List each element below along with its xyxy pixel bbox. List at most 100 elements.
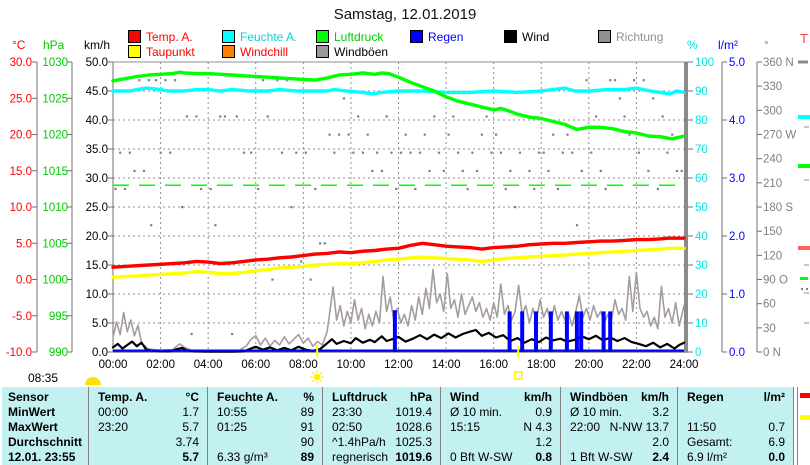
wind-direction-dots (114, 79, 683, 336)
row-label: 12.01. 23:55 (8, 449, 76, 464)
svg-text:60: 60 (695, 173, 708, 185)
svg-text:60: 60 (763, 299, 776, 311)
svg-text:90: 90 (695, 86, 708, 98)
unit-label-5: ° (764, 38, 769, 52)
table-column-separator (797, 387, 798, 465)
table-cell: 22:00 N-NW 13.7 (570, 419, 669, 434)
legend-label: Luftdruck (334, 29, 384, 44)
weather-chart: 30.025.020.015.010.05.00.0-5.0-10.010301… (6, 57, 810, 384)
x-tick-label: 20:00 (574, 359, 603, 371)
series-Luftdruck (111, 70, 686, 141)
svg-text:30.0: 30.0 (86, 173, 108, 185)
svg-text:1005: 1005 (42, 238, 68, 250)
legend-label: Taupunkt (146, 44, 195, 59)
legend-label: Windchill (240, 44, 289, 59)
table-cell: 2.0 (652, 434, 669, 449)
svg-text:1.0: 1.0 (729, 289, 745, 301)
svg-text:20: 20 (695, 289, 708, 301)
table-column-separator (560, 387, 561, 465)
table-cell: Ø 10 min. 0.9 (450, 404, 552, 419)
svg-text:50.0: 50.0 (86, 57, 108, 69)
plot-right-border (684, 62, 688, 352)
x-tick-label: 02:00 (146, 359, 175, 371)
svg-text:1020: 1020 (42, 130, 68, 142)
svg-text:990: 990 (49, 347, 68, 359)
legend-swatch-icon (504, 30, 517, 43)
x-tick-label: 24:00 (670, 359, 699, 371)
table-cell: 90 (300, 434, 314, 449)
unit-label-0: °C (12, 38, 26, 52)
table-column-separator (440, 387, 441, 465)
row-label: MaxWert (8, 419, 58, 434)
legend-item-Taupunkt: Taupunkt (128, 44, 195, 59)
cutoff-yellow-bar (800, 415, 810, 420)
table-header-cell: Sensor (8, 389, 49, 404)
table-cell: 02:50 1028.6 (332, 419, 432, 434)
stats-table: Sensor Temp. A. °C Feuchte A.% Luftdruck hPa W… (0, 387, 810, 465)
legend-item-Temp. A.: Temp. A. (128, 30, 193, 44)
legend-item-Windchill: Windchill (222, 44, 289, 59)
table-row-MinWert: MinWert 00:00 1.7 10:55 89 23:30 1019.4 Ø 10 mi… (2, 404, 793, 419)
axis-windspeed: 50.0 45.0 40.0 35.0 30.0 25.0 20.0 15.0 10.0 5.0 0… (86, 57, 113, 359)
axis-direction: 360 N 330 300 270 W 240 210 180 S 150 120 90 O 60 3… (756, 57, 796, 359)
x-tick-label: 06:00 (241, 359, 270, 371)
svg-text:20.0: 20.0 (10, 130, 32, 142)
table-cell: 1 Bft W-SW 2.4 (570, 449, 669, 464)
legend-label: Feuchte A. (240, 29, 298, 44)
legend-swatch-icon (316, 45, 329, 58)
svg-text:0.0: 0.0 (92, 347, 108, 359)
table-header-cell: Windböen km/h (570, 389, 669, 404)
table-row-Durchschnitt: Durchschnitt 3.74 90 ^1.4hPa/h 1025.3 1.2 2.0 G… (2, 434, 793, 449)
series-Taupunkt (111, 246, 686, 279)
table-cell: 3.74 (175, 434, 199, 449)
svg-text:240: 240 (763, 154, 782, 166)
x-tick-label: 22:00 (622, 359, 651, 371)
cutoff-red-bar (800, 393, 810, 398)
svg-text:0: 0 (695, 347, 701, 359)
svg-text:4.0: 4.0 (729, 115, 745, 127)
legend-swatch-icon (410, 30, 423, 43)
table-header-cell: Temp. A. °C (98, 389, 199, 404)
unit-label-4: l/m² (718, 38, 738, 52)
svg-text:2.0: 2.0 (729, 231, 745, 243)
table-cell: 1.2 (535, 434, 552, 449)
table-cell: regnerisch 1019.6 (332, 449, 432, 464)
table-cell: 23:20 5.7 (98, 419, 199, 434)
svg-text:1025: 1025 (42, 93, 68, 105)
svg-text:5.0: 5.0 (92, 318, 108, 330)
table-header-cell: Luftdruck hPa (332, 389, 432, 404)
legend-swatch-icon (222, 45, 235, 58)
unit-label-3: % (687, 38, 698, 52)
sunrise-time: 08:35 (28, 371, 59, 385)
legend-item-Regen: Regen (410, 30, 463, 44)
legend-item-Feuchte A.: Feuchte A. (222, 29, 298, 44)
row-label: Durchschnitt (8, 434, 83, 449)
legend-swatch-icon (222, 30, 235, 43)
table-cell: Ø 10 min. 3.2 (570, 404, 669, 419)
svg-text:30.0: 30.0 (10, 57, 32, 69)
table-background (2, 387, 793, 465)
axis-pressure: 1030 1025 1020 1015 1010 1005 1000 995 990 (42, 57, 73, 359)
legend-label: Wind (522, 29, 550, 44)
svg-text:5.0: 5.0 (16, 238, 32, 250)
svg-text:10: 10 (695, 318, 708, 330)
table-row-12.01. 23:55: 12.01. 23:55 5.7 6.33 g/m³ 89 regnerisch 1019… (2, 449, 793, 464)
svg-text:30: 30 (763, 323, 776, 335)
svg-text:15.0: 15.0 (86, 260, 108, 272)
svg-text:360 N: 360 N (763, 57, 794, 69)
legend-item-Luftdruck: Luftdruck (316, 29, 384, 44)
svg-text:40.0: 40.0 (86, 115, 108, 127)
svg-text:1015: 1015 (42, 166, 68, 178)
table-cell: 23:30 1019.4 (332, 404, 432, 419)
table-column-separator (793, 387, 794, 465)
series-Temp. A. (111, 236, 686, 269)
x-tick-label: 14:00 (432, 359, 461, 371)
x-tick-label: 00:00 (99, 359, 128, 371)
svg-text:45.0: 45.0 (86, 86, 108, 98)
table-cell: 10:55 89 (217, 404, 314, 419)
table-cell: 01:25 91 (217, 419, 314, 434)
cutoff-panel-label: T (800, 31, 808, 46)
page-title: Samstag, 12.01.2019 (333, 6, 477, 23)
